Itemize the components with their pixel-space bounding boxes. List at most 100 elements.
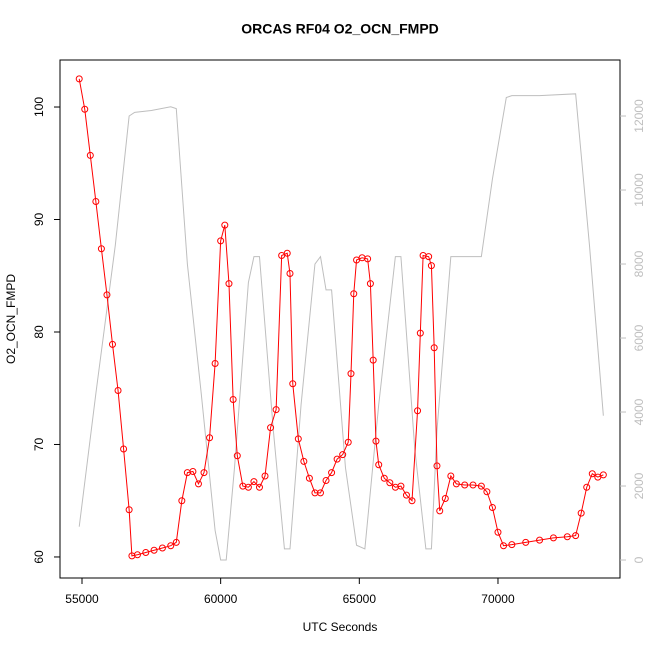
x-tick-label: 55000	[65, 592, 99, 606]
point	[369, 356, 377, 364]
point	[500, 542, 508, 550]
point	[344, 438, 352, 446]
point	[333, 455, 341, 463]
point	[469, 481, 477, 489]
point	[522, 538, 530, 546]
point	[81, 105, 89, 113]
point	[563, 533, 571, 541]
y2-tick-label: 6000	[632, 324, 646, 351]
point	[305, 474, 313, 482]
point	[300, 457, 308, 465]
point	[255, 483, 263, 491]
point	[461, 481, 469, 489]
chart-title: ORCAS RF04 O2_OCN_FMPD	[241, 21, 439, 37]
y2-tick-label: 10000	[632, 173, 646, 207]
point	[452, 480, 460, 488]
point	[397, 482, 405, 490]
x-tick-label: 60000	[204, 592, 238, 606]
point	[272, 406, 280, 414]
point	[328, 469, 336, 477]
point	[372, 437, 380, 445]
point	[225, 280, 233, 288]
y-tick-label: 70	[32, 437, 46, 451]
point	[75, 75, 83, 83]
point	[125, 506, 133, 514]
point	[158, 544, 166, 552]
x-axis-label: UTC Seconds	[303, 620, 378, 634]
point	[172, 538, 180, 546]
y2-tick-label: 2000	[632, 472, 646, 499]
y-tick-label: 90	[32, 213, 46, 227]
y2-tick-label: 12000	[632, 99, 646, 133]
x-tick-label: 65000	[343, 592, 377, 606]
point	[211, 359, 219, 367]
y2-tick-label: 0	[632, 556, 646, 563]
point	[477, 482, 485, 490]
point	[86, 151, 94, 159]
point	[380, 474, 388, 482]
point	[350, 290, 358, 298]
point	[572, 532, 580, 540]
y-axis-label: O2_OCN_FMPD	[4, 274, 18, 364]
point	[483, 488, 491, 496]
point	[233, 452, 241, 460]
point	[206, 434, 214, 442]
point	[189, 467, 197, 475]
point	[244, 483, 252, 491]
point	[289, 380, 297, 388]
point	[433, 462, 441, 470]
point	[494, 528, 502, 536]
point	[217, 237, 225, 245]
point	[364, 255, 372, 263]
point	[588, 470, 596, 478]
y-tick-label: 100	[32, 97, 46, 117]
point	[488, 503, 496, 511]
point	[583, 483, 591, 491]
point	[430, 344, 438, 352]
point	[386, 479, 394, 487]
point	[447, 472, 455, 480]
y2-tick-label: 4000	[632, 398, 646, 425]
point	[178, 497, 186, 505]
x-tick-label: 70000	[481, 592, 515, 606]
point	[167, 542, 175, 550]
point	[425, 253, 433, 261]
point	[103, 291, 111, 299]
point	[150, 546, 158, 554]
point	[200, 469, 208, 477]
point	[536, 536, 544, 544]
point	[416, 329, 424, 337]
point	[286, 269, 294, 277]
point	[108, 340, 116, 348]
point	[114, 386, 122, 394]
point	[97, 245, 105, 253]
point	[408, 497, 416, 505]
point	[441, 494, 449, 502]
point	[92, 198, 100, 206]
point	[599, 471, 607, 479]
point	[322, 476, 330, 484]
y-tick-label: 60	[32, 550, 46, 564]
series-line	[78, 93, 604, 561]
point	[402, 491, 410, 499]
point	[120, 445, 128, 453]
point	[194, 480, 202, 488]
point	[366, 280, 374, 288]
plot-frame	[59, 59, 621, 579]
point	[508, 541, 516, 549]
point	[347, 370, 355, 378]
point	[142, 548, 150, 556]
point	[294, 435, 302, 443]
point	[229, 395, 237, 403]
y2-tick-label: 8000	[632, 250, 646, 277]
point	[549, 534, 557, 542]
point	[339, 451, 347, 459]
point	[414, 407, 422, 415]
point	[316, 489, 324, 497]
y-tick-label: 80	[32, 325, 46, 339]
point	[283, 249, 291, 257]
point	[436, 507, 444, 515]
point	[577, 509, 585, 517]
